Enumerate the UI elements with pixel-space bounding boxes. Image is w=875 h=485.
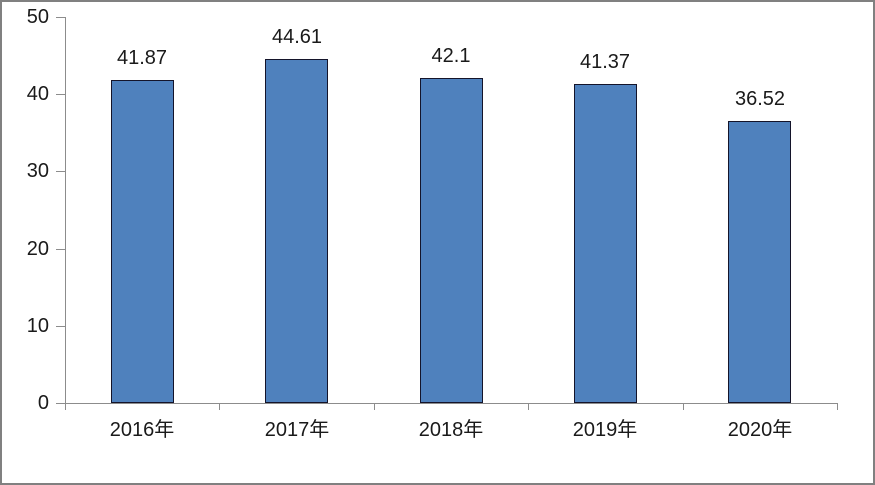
bar-value-label: 42.1 — [431, 45, 471, 67]
x-axis-tick — [837, 404, 838, 410]
bar-2018年 — [420, 78, 483, 403]
x-axis-tick — [374, 404, 375, 410]
x-axis-category-label: 2018年 — [418, 419, 484, 441]
y-axis-tick-label: 0 — [37, 392, 49, 414]
bar-value-label: 44.61 — [271, 26, 323, 48]
y-axis-tick-label: 20 — [26, 238, 49, 260]
y-axis-tick — [56, 403, 65, 404]
y-axis-tick — [56, 17, 65, 18]
x-axis-line — [65, 403, 838, 404]
bar-value-label: 41.87 — [116, 47, 168, 69]
bar-2020年 — [728, 121, 791, 403]
y-axis-line — [65, 17, 66, 403]
bar-value-label: 41.37 — [579, 51, 631, 73]
x-axis-tick — [528, 404, 529, 410]
bar-2016年 — [111, 80, 174, 403]
y-axis-tick — [56, 326, 65, 327]
bar-2019年 — [574, 84, 637, 403]
bar-value-label: 36.52 — [734, 88, 786, 110]
bar-2017年 — [265, 59, 328, 403]
y-axis-tick-label: 50 — [26, 6, 49, 28]
y-axis-tick — [56, 171, 65, 172]
x-axis-tick — [65, 404, 66, 410]
y-axis-tick-label: 40 — [26, 83, 49, 105]
x-axis-tick — [219, 404, 220, 410]
x-axis-category-label: 2020年 — [727, 419, 793, 441]
x-axis-tick — [683, 404, 684, 410]
y-axis-tick — [56, 249, 65, 250]
y-axis-tick-label: 30 — [26, 160, 49, 182]
y-axis-tick-label: 10 — [26, 315, 49, 337]
x-axis-category-label: 2017年 — [264, 419, 330, 441]
x-axis-category-label: 2019年 — [572, 419, 638, 441]
y-axis-tick — [56, 94, 65, 95]
x-axis-category-label: 2016年 — [109, 419, 175, 441]
